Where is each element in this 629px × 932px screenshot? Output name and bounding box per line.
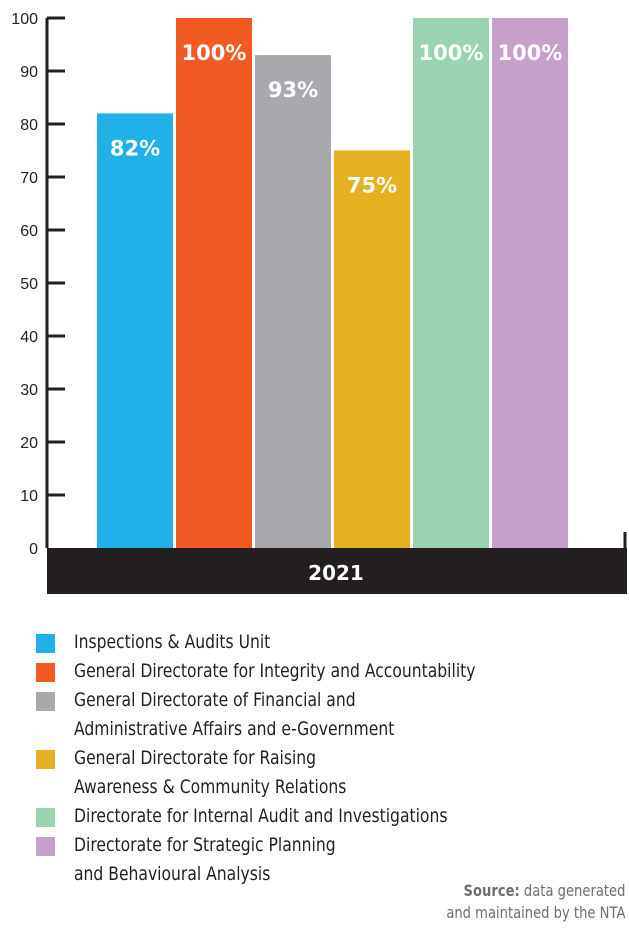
y-tick-label: 0 <box>29 541 38 558</box>
legend-item: General Directorate of Financial and Admi… <box>36 686 596 744</box>
y-tick-label: 60 <box>20 223 38 240</box>
y-tick-label: 40 <box>20 329 38 346</box>
source-label: Source: <box>463 881 520 900</box>
y-tick-label: 10 <box>20 488 38 505</box>
x-axis: 2021 <box>47 532 627 594</box>
legend-swatch <box>36 808 55 827</box>
legend-swatch <box>36 750 55 769</box>
legend-item: Inspections & Audits Unit <box>36 628 596 657</box>
legend-label-line: Inspections & Audits Unit <box>74 631 271 653</box>
legend-label-line: and Behavioural Analysis <box>74 863 271 885</box>
bar-chart: 0 10 20 30 40 50 60 70 80 90 100 82% 100% 93% 75% 100%… <box>11 11 627 594</box>
legend-label-line: Directorate for Strategic Planning <box>74 834 336 856</box>
x-category-band <box>47 548 627 594</box>
legend-item: General Directorate for Raising Awareness… <box>36 744 596 802</box>
bar <box>334 150 410 548</box>
legend-item: Directorate for Internal Audit and Inves… <box>36 802 596 831</box>
y-axis: 0 10 20 30 40 50 60 70 80 90 100 <box>11 11 65 558</box>
x-category-label: 2021 <box>308 561 364 585</box>
y-tick-label: 20 <box>20 435 38 452</box>
y-tick-label: 70 <box>20 170 38 187</box>
bar-value-label: 100% <box>182 41 247 65</box>
bar-value-label: 75% <box>347 174 397 198</box>
source-text-line2: and maintained by the NTA <box>445 903 625 922</box>
legend-label-line: General Directorate of Financial and <box>74 689 356 711</box>
legend-label: Inspections & Audits Unit <box>74 628 270 657</box>
legend-label: General Directorate for Raising Awareness… <box>74 744 346 802</box>
source-note: Source: data generated and maintained by… <box>407 880 625 924</box>
bar-value-label: 100% <box>419 41 484 65</box>
bar-value-label: 100% <box>498 41 563 65</box>
bar <box>413 18 489 548</box>
legend-label: General Directorate for Integrity and Ac… <box>74 657 476 686</box>
y-tick-label: 90 <box>20 64 38 81</box>
legend-label: Directorate for Strategic Planning and Be… <box>74 831 336 889</box>
legend-item: General Directorate for Integrity and Ac… <box>36 657 596 686</box>
bar-value-label: 82% <box>110 136 160 160</box>
y-tick-label: 50 <box>20 276 38 293</box>
legend-label-line: General Directorate for Raising <box>74 747 317 769</box>
bar <box>176 18 252 548</box>
legend-item: Directorate for Strategic Planning and Be… <box>36 831 596 889</box>
bar <box>255 55 331 548</box>
y-tick-label: 30 <box>20 382 38 399</box>
legend-label-line: Administrative Affairs and e-Government <box>74 718 395 740</box>
bar <box>97 113 173 549</box>
bar <box>492 18 568 548</box>
legend-swatch <box>36 837 55 856</box>
legend-swatch <box>36 692 55 711</box>
legend: Inspections & Audits Unit General Directo… <box>36 628 596 889</box>
legend-swatch <box>36 634 55 653</box>
legend-label-line: Directorate for Internal Audit and Inves… <box>74 805 448 827</box>
legend-label-line: Awareness & Community Relations <box>74 776 347 798</box>
bar-value-label: 93% <box>268 78 318 102</box>
legend-label: General Directorate of Financial and Admi… <box>74 686 394 744</box>
y-tick-label: 100 <box>11 11 38 28</box>
legend-label: Directorate for Internal Audit and Inves… <box>74 802 447 831</box>
y-tick-label: 80 <box>20 117 38 134</box>
legend-swatch <box>36 663 55 682</box>
legend-label-line: General Directorate for Integrity and Ac… <box>74 660 476 682</box>
bars: 82% 100% 93% 75% 100% 100% <box>97 18 568 549</box>
source-text-line1: data generated <box>523 881 625 900</box>
